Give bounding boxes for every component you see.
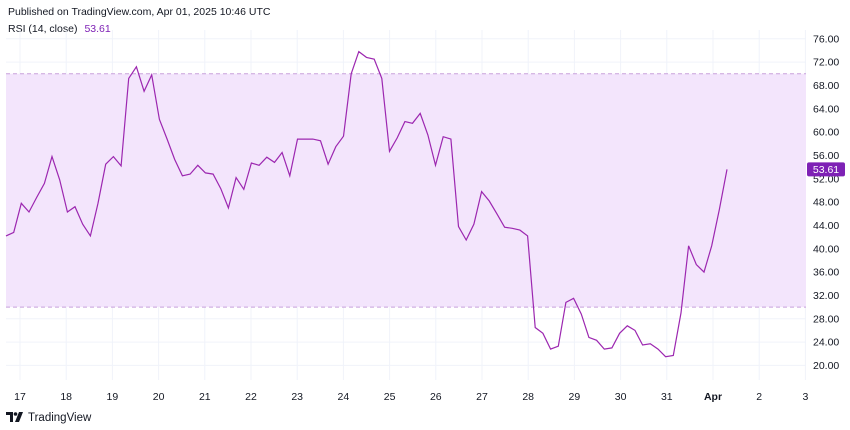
y-tick-label: 36.00 (813, 267, 839, 279)
last-value-badge (807, 162, 845, 177)
x-tick-label: 29 (569, 391, 581, 403)
y-tick-label: 24.00 (813, 337, 839, 349)
brand-name: TradingView (28, 412, 92, 424)
y-tick-label: 68.00 (813, 80, 839, 92)
tradingview-logo-icon (6, 411, 24, 425)
x-tick-label: 31 (661, 391, 673, 403)
x-tick-label: 2 (756, 391, 762, 403)
x-tick-label: 26 (430, 391, 442, 403)
x-tick-label: 18 (60, 391, 72, 403)
published-info: Published on TradingView.com, Apr 01, 20… (8, 6, 271, 18)
indicator-name: RSI (14, close) (8, 23, 78, 35)
y-tick-label: 64.00 (813, 103, 839, 115)
y-tick-label: 60.00 (813, 127, 839, 139)
tradingview-footer[interactable]: TradingView (6, 411, 91, 425)
y-tick-label: 48.00 (813, 197, 839, 209)
y-tick-label: 28.00 (813, 313, 839, 325)
x-tick-label: 23 (291, 391, 303, 403)
y-tick-label: 72.00 (813, 57, 839, 69)
y-tick-label: 32.00 (813, 290, 839, 302)
x-tick-label: 22 (245, 391, 257, 403)
y-tick-label: 44.00 (813, 220, 839, 232)
rsi-band-fill (6, 73, 806, 308)
x-tick-label: 17 (14, 391, 26, 403)
x-tick-label: 19 (107, 391, 119, 403)
x-tick-label: 28 (522, 391, 534, 403)
indicator-value: 53.61 (84, 23, 111, 35)
y-tick-label: 76.00 (813, 33, 839, 45)
indicator-legend[interactable]: RSI (14, close) 53.61 (8, 23, 111, 35)
x-tick-label: 3 (802, 391, 808, 403)
x-tick-label: 24 (338, 391, 350, 403)
x-tick-label: 27 (476, 391, 488, 403)
y-tick-label: 20.00 (813, 360, 839, 372)
rsi-line (5, 50, 728, 358)
x-tick-label: Apr (704, 391, 722, 403)
last-value-label: 53.61 (813, 164, 839, 176)
x-tick-label: 25 (384, 391, 396, 403)
x-tick-label: 20 (153, 391, 165, 403)
axes: 17 18 19 20 21 22 23 24 25 26 27 28 29 30 31 Apr 2 320.00… (14, 33, 845, 403)
overbought-oversold-band (6, 73, 806, 308)
x-tick-label: 30 (615, 391, 627, 403)
x-tick-label: 21 (199, 391, 211, 403)
y-tick-label: 40.00 (813, 243, 839, 255)
rsi-line-layer (5, 50, 728, 358)
y-tick-label: 56.00 (813, 150, 839, 162)
